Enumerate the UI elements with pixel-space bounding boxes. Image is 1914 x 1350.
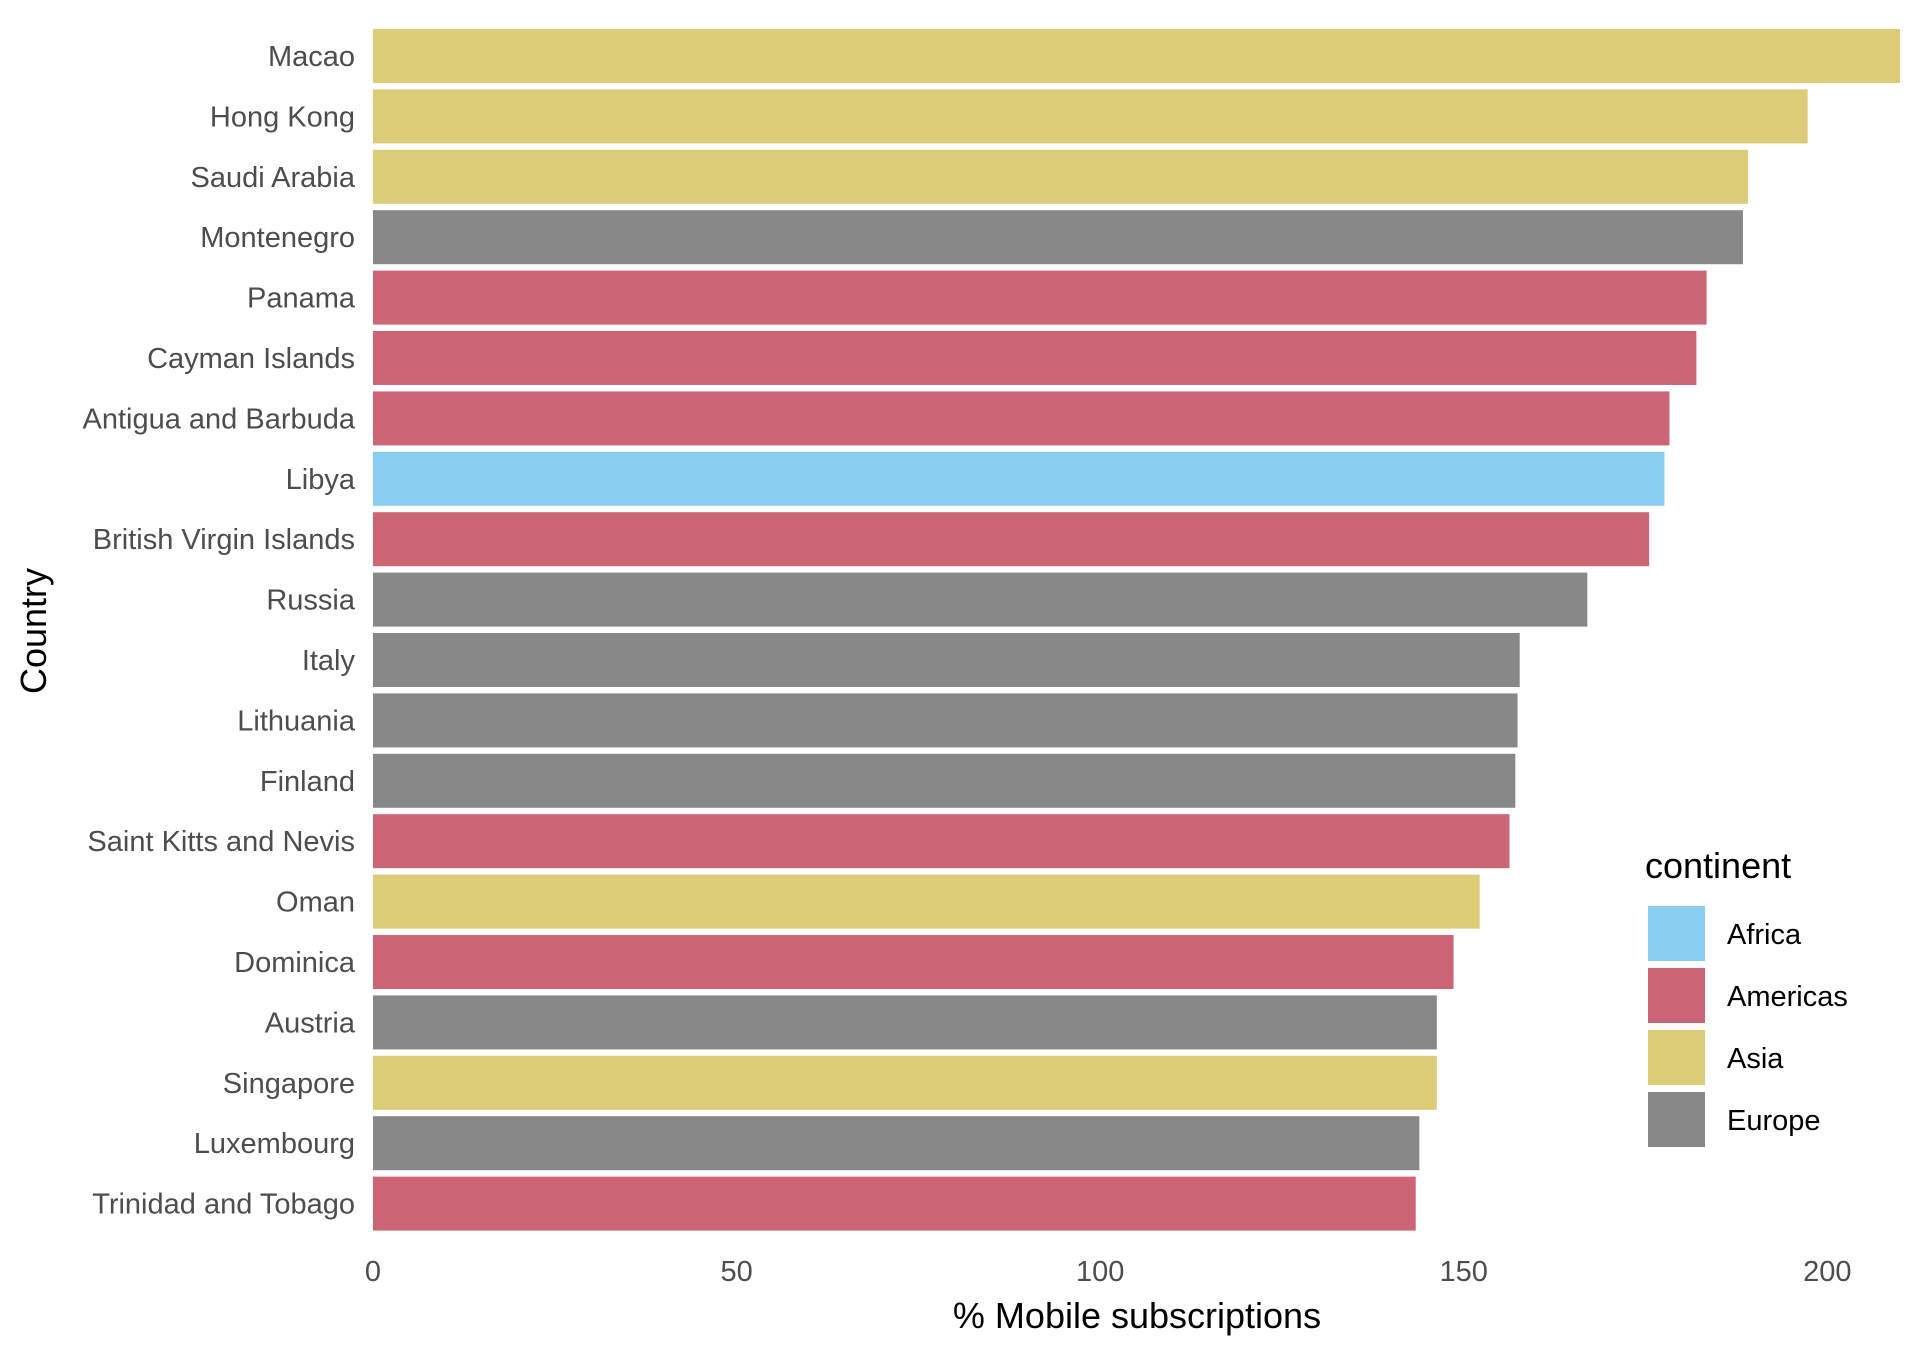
x-tick-label: 50 [720, 1256, 752, 1288]
x-tick-label: 150 [1440, 1256, 1488, 1288]
bar [373, 1116, 1420, 1171]
bar [373, 331, 1697, 385]
bar [373, 753, 1516, 808]
bar [373, 29, 1900, 83]
bar [373, 935, 1454, 989]
legend-key [1648, 968, 1705, 1023]
legend-label: Europe [1727, 1105, 1821, 1137]
y-tick-label: Antigua and Barbuda [83, 403, 356, 435]
y-axis-title: Country [13, 568, 54, 694]
bar [373, 512, 1650, 567]
legend-label: Americas [1727, 981, 1848, 1013]
bar [373, 814, 1510, 869]
bar [373, 572, 1588, 627]
bar [373, 1176, 1416, 1231]
y-tick-label: Italy [302, 645, 356, 677]
bar [373, 270, 1707, 325]
bar [373, 1055, 1437, 1110]
y-tick-label: Dominica [234, 947, 356, 979]
y-tick-label: Panama [247, 283, 356, 315]
legend-key [1648, 906, 1705, 961]
y-tick-label: Singapore [223, 1068, 355, 1100]
y-tick-label: Cayman Islands [147, 343, 355, 375]
y-tick-label: Trinidad and Tobago [92, 1189, 355, 1221]
legend-label: Asia [1727, 1043, 1784, 1075]
x-axis-title: % Mobile subscriptions [953, 1295, 1321, 1336]
bars-layer [373, 29, 1900, 1231]
y-tick-label: Oman [276, 887, 355, 919]
y-tick-label: Hong Kong [210, 101, 355, 133]
x-tick-label: 200 [1803, 1256, 1851, 1288]
y-tick-label: Montenegro [200, 222, 355, 254]
x-tick-label: 100 [1076, 1256, 1124, 1288]
legend: continent Africa Americas Asia Europe [1645, 845, 1848, 1147]
bar [373, 693, 1518, 748]
bar [373, 391, 1670, 446]
y-tick-label: Libya [286, 464, 356, 496]
y-tick-label: Russia [266, 585, 356, 617]
bar [373, 89, 1808, 144]
bar [373, 995, 1437, 1050]
y-tick-labels: Macao Hong Kong Saudi Arabia Montenegro Pana… [83, 41, 356, 1221]
legend-items: Africa Americas Asia Europe [1648, 906, 1848, 1147]
x-tick-label: 0 [365, 1256, 381, 1288]
y-tick-label: Luxembourg [194, 1128, 355, 1160]
legend-title: continent [1645, 845, 1791, 886]
x-tick-labels: 0 50 100 150 200 [365, 1256, 1852, 1288]
y-tick-label: Saint Kitts and Nevis [87, 826, 355, 858]
y-tick-label: British Virgin Islands [93, 524, 355, 556]
bar [373, 149, 1749, 204]
y-tick-label: Lithuania [237, 705, 356, 737]
y-tick-label: Austria [265, 1007, 356, 1039]
legend-key [1648, 1030, 1705, 1085]
y-tick-label: Saudi Arabia [191, 162, 356, 194]
bar [373, 210, 1743, 265]
bar [373, 633, 1520, 687]
bar [373, 874, 1480, 929]
legend-key [1648, 1092, 1705, 1147]
y-tick-label: Macao [268, 41, 355, 73]
bar [373, 451, 1665, 506]
y-tick-label: Finland [260, 766, 355, 798]
legend-label: Africa [1727, 919, 1802, 951]
